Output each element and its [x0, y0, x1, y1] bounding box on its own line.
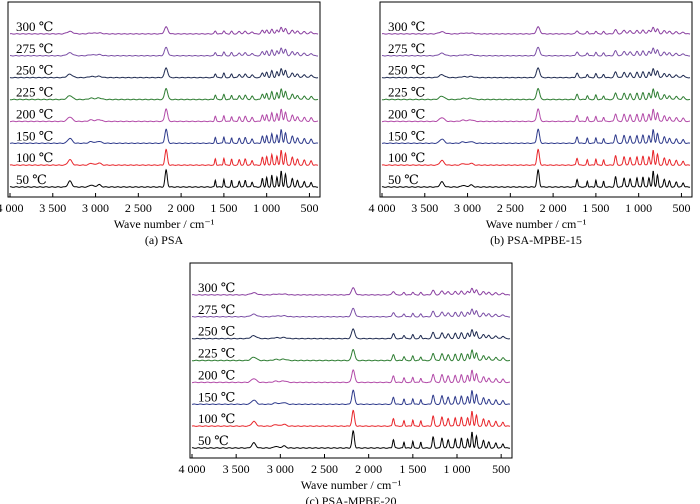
x-tick-label: 3 000	[82, 201, 109, 215]
series-line	[9, 168, 319, 188]
series-line	[382, 26, 691, 35]
x-axis-title: Wave number / cm⁻¹	[301, 478, 402, 492]
series-label: 300 ℃	[16, 19, 53, 34]
series-label: 300 ℃	[198, 280, 235, 295]
x-tick-label: 1 000	[253, 201, 280, 215]
series-label: 150 ℃	[16, 128, 53, 143]
series-label: 275 ℃	[198, 302, 235, 317]
panel-3: 4 000 3 500 3 000 2 500 2 000 1 500 1 000 500 Wa…	[179, 262, 513, 504]
plot-frame	[7, 1, 321, 198]
panel-caption: (a) PSA	[145, 233, 184, 247]
x-tick-label: 2 500	[497, 201, 524, 215]
series-line	[381, 128, 691, 145]
series-label: 100 ℃	[198, 411, 235, 426]
series-line	[192, 307, 510, 318]
series-label: 225 ℃	[388, 85, 425, 100]
series-label: 100 ℃	[388, 150, 425, 165]
x-tick-label: 3 000	[267, 462, 294, 476]
series-line	[9, 87, 319, 101]
series-line	[381, 67, 691, 79]
x-axis-title: Wave number / cm⁻¹	[114, 217, 215, 231]
x-tick-label: 2 000	[355, 462, 382, 476]
plot-frame	[189, 262, 513, 459]
x-tick-label: 3 500	[223, 462, 250, 476]
x-tick-label: 3 500	[39, 201, 66, 215]
series-label: 100 ℃	[16, 150, 53, 165]
series-line	[191, 348, 511, 362]
series-line	[9, 67, 319, 79]
x-tick-label: 3 000	[454, 201, 481, 215]
series-line	[191, 409, 511, 427]
x-tick-label: 1 000	[444, 462, 471, 476]
series-line	[191, 389, 511, 406]
x-tick-label: 2 000	[540, 201, 567, 215]
series-line	[381, 168, 691, 188]
x-tick-label: 500	[300, 201, 318, 215]
series-line	[10, 46, 318, 57]
x-axis-title: Wave number / cm⁻¹	[486, 217, 587, 231]
series-line	[192, 287, 511, 296]
x-tick-label: 1 500	[210, 201, 237, 215]
series-line	[381, 87, 691, 101]
plot-frame	[379, 1, 693, 198]
series-label: 225 ℃	[16, 85, 53, 100]
series-line	[191, 328, 511, 340]
series-label: 300 ℃	[388, 19, 425, 34]
series-line	[381, 148, 691, 166]
panel-1: 4 000 3 500 3 000 2 500 2 000 1 500 1 000 500 Wa…	[0, 1, 321, 247]
x-tick-label: 1 500	[582, 201, 609, 215]
series-label: 200 ℃	[16, 106, 53, 121]
series-line	[10, 26, 319, 35]
x-tick-label: 2 500	[125, 201, 152, 215]
series-line	[382, 46, 690, 57]
series-line	[191, 429, 511, 449]
series-label: 250 ℃	[198, 324, 235, 339]
series-line	[382, 108, 690, 123]
series-line	[10, 108, 318, 123]
x-tick-label: 2 500	[311, 462, 338, 476]
series-label: 200 ℃	[198, 367, 235, 382]
series-label: 50 ℃	[388, 172, 419, 187]
series-label: 275 ℃	[16, 41, 53, 56]
panel-2: 4 000 3 500 3 000 2 500 2 000 1 500 1 000 500 Wa…	[369, 1, 693, 247]
series-label: 250 ℃	[388, 63, 425, 78]
series-label: 275 ℃	[388, 41, 425, 56]
series-line	[9, 128, 319, 144]
x-tick-label: 1 500	[399, 462, 426, 476]
series-label: 150 ℃	[198, 389, 235, 404]
series-label: 50 ℃	[16, 172, 47, 187]
panel-caption: (c) PSA-MPBE-20	[305, 494, 396, 504]
series-line	[192, 369, 510, 384]
series-line	[9, 148, 319, 166]
panel-caption: (b) PSA-MPBE-15	[490, 233, 582, 247]
series-label: 200 ℃	[388, 106, 425, 121]
series-label: 225 ℃	[198, 346, 235, 361]
x-tick-label: 2 000	[168, 201, 195, 215]
x-tick-label: 500	[492, 462, 510, 476]
x-tick-label: 4 000	[369, 201, 396, 215]
x-tick-label: 3 500	[411, 201, 438, 215]
x-tick-label: 500	[672, 201, 690, 215]
x-tick-label: 1 000	[625, 201, 652, 215]
series-label: 150 ℃	[388, 128, 425, 143]
x-tick-label: 4 000	[179, 462, 206, 476]
series-label: 250 ℃	[16, 63, 53, 78]
series-label: 50 ℃	[198, 433, 229, 448]
x-tick-label: 4 000	[0, 201, 24, 215]
